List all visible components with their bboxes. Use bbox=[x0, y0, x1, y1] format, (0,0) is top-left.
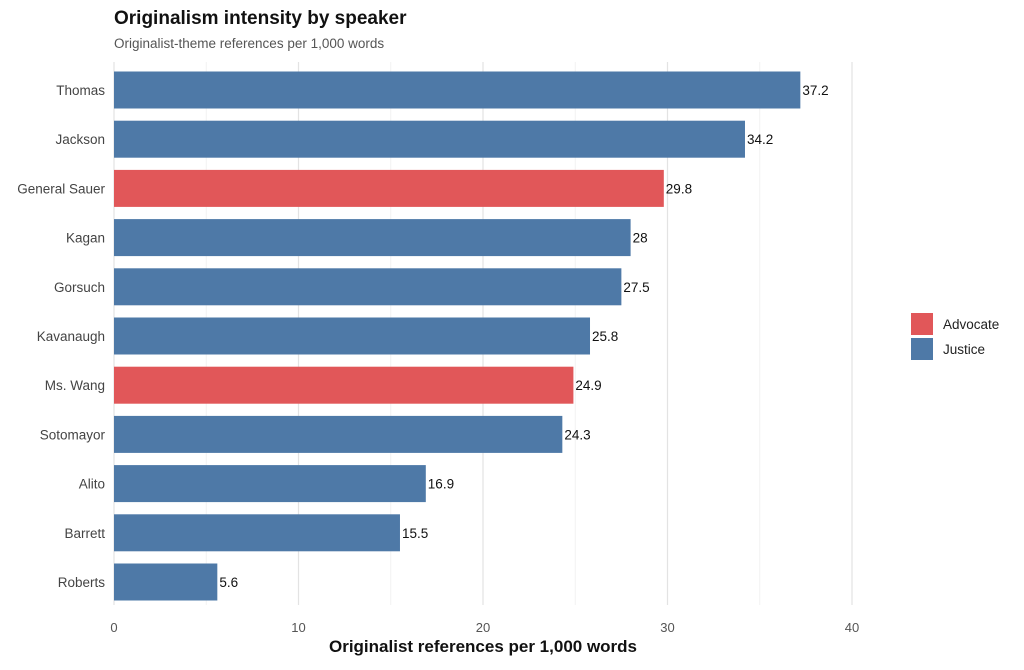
value-label: 37.2 bbox=[802, 83, 828, 98]
legend-swatch bbox=[911, 338, 933, 360]
y-tick-label: Kagan bbox=[66, 231, 105, 246]
y-tick-label: Sotomayor bbox=[40, 427, 106, 442]
value-label: 27.5 bbox=[623, 280, 649, 295]
chart-title: Originalism intensity by speaker bbox=[114, 8, 407, 29]
bar bbox=[114, 317, 591, 355]
bar bbox=[114, 465, 426, 503]
bar bbox=[114, 169, 664, 207]
value-label: 34.2 bbox=[747, 132, 773, 147]
x-tick-label: 30 bbox=[660, 620, 674, 635]
y-tick-label: Alito bbox=[79, 477, 105, 492]
x-tick-label: 0 bbox=[110, 620, 117, 635]
x-tick-label: 40 bbox=[845, 620, 859, 635]
y-tick-label: Ms. Wang bbox=[45, 378, 105, 393]
value-label: 5.6 bbox=[219, 575, 238, 590]
value-label: 24.3 bbox=[564, 427, 590, 442]
y-tick-label: Roberts bbox=[58, 575, 106, 590]
value-label: 15.5 bbox=[402, 526, 428, 541]
bar bbox=[114, 563, 218, 601]
y-tick-label: Gorsuch bbox=[54, 280, 105, 295]
y-axis-labels: Thomas Jackson General Sauer Kagan Gorsuch Ka… bbox=[17, 83, 105, 590]
bar bbox=[114, 366, 574, 404]
x-axis-ticks: 0 10 20 30 40 bbox=[110, 620, 859, 635]
x-tick-label: 20 bbox=[476, 620, 490, 635]
y-tick-label: Kavanaugh bbox=[37, 329, 105, 344]
y-tick-label: Jackson bbox=[55, 132, 105, 147]
legend-swatch bbox=[911, 313, 933, 335]
value-labels: 37.2 34.2 29.8 28 27.5 25.8 24.9 24.3 16.9 15.5 5.… bbox=[219, 83, 828, 590]
y-tick-label: Barrett bbox=[64, 526, 105, 541]
bar bbox=[114, 219, 631, 257]
x-tick-label: 10 bbox=[291, 620, 305, 635]
value-label: 24.9 bbox=[575, 378, 601, 393]
bar bbox=[114, 120, 745, 158]
bar bbox=[114, 268, 622, 306]
legend-label: Justice bbox=[943, 342, 985, 357]
value-label: 25.8 bbox=[592, 329, 618, 344]
y-tick-label: Thomas bbox=[56, 83, 105, 98]
chart-subtitle: Originalist-theme references per 1,000 w… bbox=[114, 36, 384, 51]
value-label: 29.8 bbox=[666, 181, 692, 196]
value-label: 16.9 bbox=[428, 477, 454, 492]
x-axis-title: Originalist references per 1,000 words bbox=[329, 637, 637, 656]
bar bbox=[114, 71, 801, 109]
bar bbox=[114, 415, 563, 453]
legend-label: Advocate bbox=[943, 317, 999, 332]
y-tick-label: General Sauer bbox=[17, 181, 105, 196]
bar bbox=[114, 514, 400, 552]
value-label: 28 bbox=[633, 231, 648, 246]
legend: Advocate Justice bbox=[911, 313, 999, 360]
bars bbox=[114, 71, 801, 601]
